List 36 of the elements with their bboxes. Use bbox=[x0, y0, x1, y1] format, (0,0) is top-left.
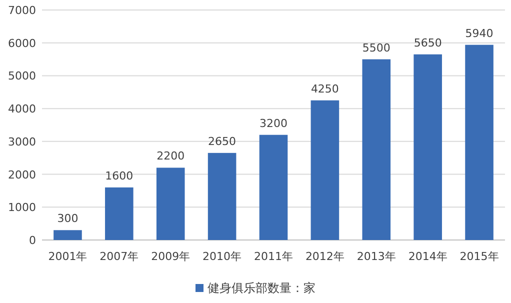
x-tick-label: 2013年 bbox=[356, 250, 396, 263]
x-tick-label: 2012年 bbox=[305, 250, 344, 263]
y-tick-label: 4000 bbox=[8, 102, 36, 116]
bar bbox=[465, 44, 494, 240]
y-tick-label: 7000 bbox=[8, 4, 36, 17]
data-label: 2200 bbox=[156, 150, 185, 163]
bar bbox=[259, 134, 288, 240]
bar bbox=[156, 168, 185, 240]
data-label: 5650 bbox=[414, 36, 442, 50]
y-tick-label: 3000 bbox=[8, 135, 36, 148]
bar bbox=[105, 187, 134, 240]
data-label: 300 bbox=[57, 212, 78, 226]
x-tick-label: 2010年 bbox=[202, 250, 242, 263]
data-label: 5940 bbox=[465, 26, 494, 40]
x-tick-label: 2011年 bbox=[254, 250, 293, 263]
y-tick-label: 1000 bbox=[8, 201, 36, 214]
data-label: 4250 bbox=[310, 82, 339, 96]
x-tick-label: 2009年 bbox=[151, 250, 190, 263]
bar bbox=[414, 54, 442, 240]
data-label: 3200 bbox=[260, 116, 288, 130]
y-tick-label: 0 bbox=[29, 234, 36, 247]
bar bbox=[54, 230, 82, 240]
x-tick-label: 2001年 bbox=[48, 250, 88, 263]
bar bbox=[310, 100, 340, 240]
x-tick-label: 2015年 bbox=[460, 250, 499, 263]
legend-label: 健身俱乐部数量：家 bbox=[208, 281, 316, 295]
bar bbox=[208, 152, 236, 240]
x-tick-label: 2007年 bbox=[100, 250, 139, 263]
data-label: 2650 bbox=[208, 134, 236, 148]
y-tick-label: 5000 bbox=[8, 70, 36, 83]
bar bbox=[362, 59, 391, 240]
y-tick-label: 2000 bbox=[8, 168, 36, 182]
y-tick-label: 6000 bbox=[8, 36, 36, 50]
data-label: 5500 bbox=[362, 41, 390, 54]
x-tick-label: 2014年 bbox=[408, 250, 448, 263]
data-label: 1600 bbox=[105, 169, 134, 182]
